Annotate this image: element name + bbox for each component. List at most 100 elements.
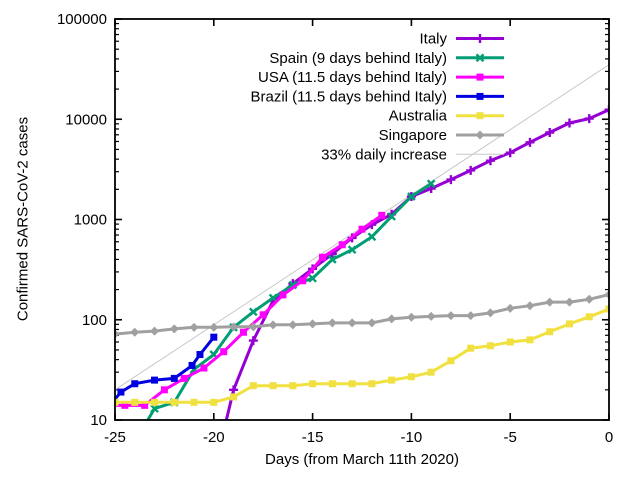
data-point-marker [368, 380, 376, 388]
y-tick-label: 1000 [74, 212, 107, 229]
data-point-marker [269, 382, 277, 390]
data-point-marker [248, 322, 258, 332]
data-point-marker [475, 53, 485, 63]
data-point-marker [466, 311, 476, 321]
data-point-marker [525, 301, 535, 311]
data-point-marker [200, 364, 208, 372]
data-point-marker [279, 291, 287, 299]
data-point-marker [151, 376, 159, 384]
data-point-marker [180, 374, 188, 382]
data-point-marker [505, 148, 515, 158]
data-point-marker [249, 382, 257, 390]
data-point-marker [308, 273, 317, 283]
data-point-marker [338, 241, 346, 249]
data-point-marker [230, 393, 238, 401]
data-point-marker [358, 225, 366, 233]
x-tick-label: -10 [401, 429, 423, 446]
data-point-marker [117, 388, 125, 396]
data-point-marker [407, 192, 416, 201]
data-point-marker [209, 322, 219, 332]
data-point-marker [604, 290, 609, 300]
data-point-marker [318, 253, 326, 261]
data-point-marker [210, 333, 218, 341]
data-point-marker [131, 398, 139, 406]
data-point-marker [387, 314, 397, 324]
data-point-marker [150, 326, 160, 336]
data-point-marker [150, 404, 159, 413]
data-point-marker [131, 380, 139, 388]
data-point-marker [347, 318, 357, 328]
data-point-marker [546, 328, 554, 336]
data-point-marker [190, 398, 198, 406]
data-point-marker [584, 294, 594, 304]
x-axis-title: Days (from March 11th 2020) [265, 451, 459, 468]
data-point-marker [188, 361, 196, 369]
legend-label: Australia [389, 108, 448, 125]
data-point-marker [328, 380, 336, 388]
data-point-marker [476, 92, 484, 100]
data-point-marker [248, 336, 258, 346]
data-point-marker [476, 73, 484, 81]
data-point-marker [426, 184, 436, 194]
data-point-marker [170, 398, 178, 406]
data-point-marker [447, 357, 455, 365]
data-point-marker [102, 402, 109, 409]
legend-label: Brazil (11.5 days behind Italy) [251, 88, 448, 105]
data-point-marker [446, 311, 456, 321]
data-point-marker [585, 313, 593, 321]
data-point-marker [388, 376, 396, 384]
data-point-marker [476, 112, 484, 120]
x-tick-label: 0 [605, 429, 613, 446]
legend-item-33-daily-increase: 33% daily increase [321, 146, 504, 163]
data-point-marker [466, 165, 476, 175]
series-spain-9-days-behind-italy [146, 179, 436, 420]
plot-frame [114, 18, 610, 421]
data-point-marker [545, 128, 555, 138]
data-point-marker [268, 293, 278, 303]
data-point-marker [309, 380, 317, 388]
data-point-marker [387, 212, 396, 221]
legend-label: 33% daily increase [321, 146, 447, 163]
data-point-marker [220, 348, 228, 356]
y-tick-label: 10 [90, 412, 107, 429]
data-point-marker [327, 318, 337, 328]
data-point-marker [239, 328, 247, 336]
series-singapore [115, 290, 609, 339]
data-point-marker [189, 322, 199, 332]
data-point-marker [121, 401, 129, 409]
legend-item-singapore: Singapore [379, 127, 504, 144]
data-point-marker [141, 401, 149, 409]
legend-label: Italy [419, 31, 447, 48]
data-point-marker [151, 398, 159, 406]
series-australia [115, 305, 609, 406]
data-point-marker [486, 342, 494, 350]
data-point-marker [526, 336, 534, 344]
data-point-marker [467, 344, 475, 352]
data-point-marker [564, 118, 574, 128]
data-point-marker [288, 320, 298, 330]
legend-item-spain-9-days-behind-italy: Spain (9 days behind Italy) [269, 50, 504, 67]
legend-label: Spain (9 days behind Italy) [269, 50, 447, 67]
data-point-marker [130, 327, 140, 337]
data-point-marker [367, 232, 377, 242]
data-point-marker [248, 307, 258, 317]
data-point-marker [485, 308, 495, 318]
data-point-marker [299, 277, 307, 285]
y-axis-title: Confirmed SARS-CoV-2 cases [14, 116, 32, 322]
data-point-marker [115, 329, 120, 339]
data-point-marker [426, 311, 436, 321]
data-point-marker [259, 311, 267, 319]
data-point-marker [475, 130, 485, 140]
x-tick-label: -20 [203, 429, 225, 446]
data-point-marker [525, 137, 535, 147]
data-point-marker [160, 386, 168, 394]
data-point-marker [328, 255, 337, 264]
data-point-marker [367, 318, 377, 328]
data-point-marker [475, 34, 485, 43]
series-brazil-11-5-days-behind-italy [115, 333, 218, 402]
data-point-marker [565, 320, 573, 328]
data-point-marker [169, 324, 179, 334]
data-point-marker [348, 380, 356, 388]
